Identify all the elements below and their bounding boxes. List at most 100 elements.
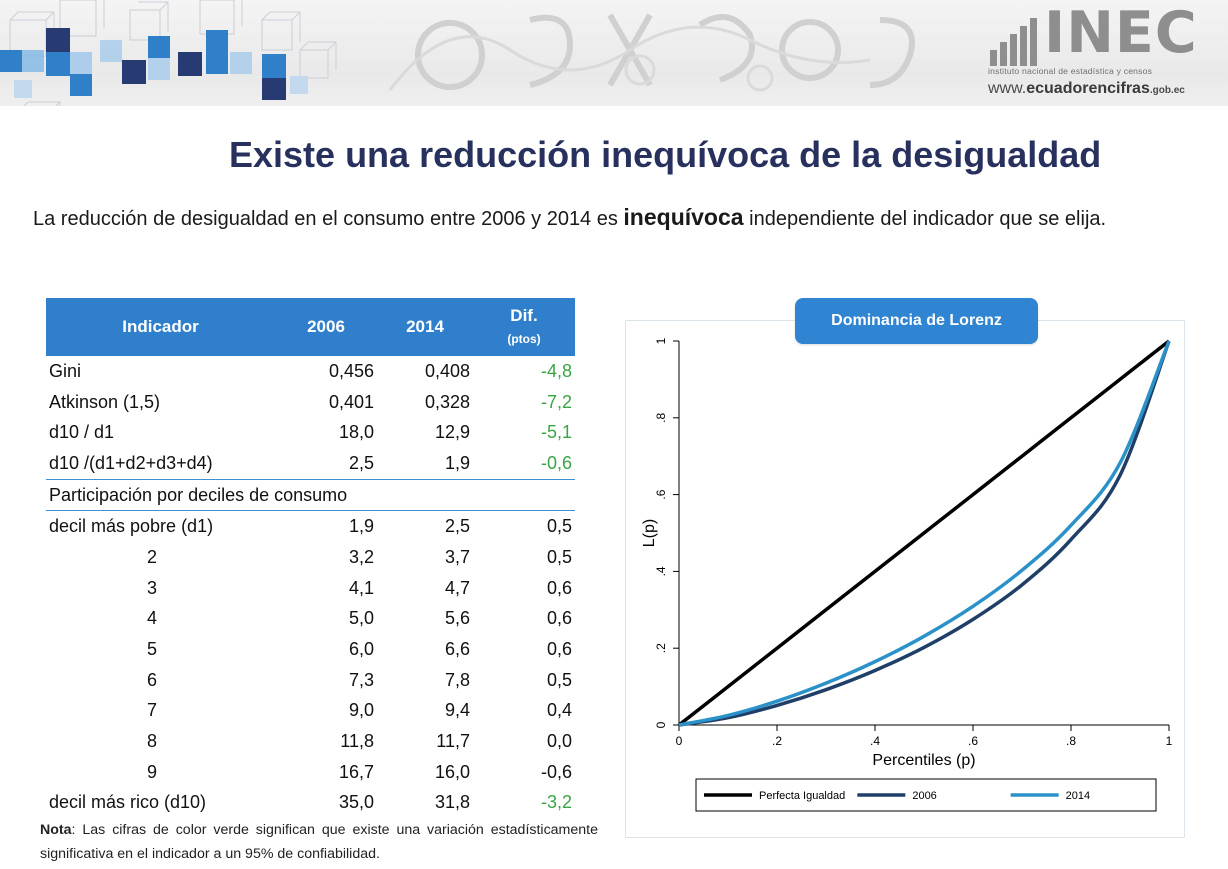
table-row: 4 5,0 5,6 0,6: [46, 604, 575, 635]
legend-label-2: 2014: [1066, 790, 1090, 802]
table-row: decil más rico (d10) 35,0 31,8 -3,2: [46, 788, 575, 819]
table-row: d10 /(d1+d2+d3+d4) 2,5 1,9 -0,6: [46, 448, 575, 480]
header-dif-unit: (ptos): [507, 331, 541, 346]
table-row: 8 11,8 11,7 0,0: [46, 726, 575, 757]
value-dif: 0,6: [546, 639, 572, 660]
row-label: 5: [146, 639, 157, 660]
value-2006: 4,1: [348, 577, 374, 598]
header-dif-label: Dif.: [510, 305, 538, 325]
logo-subtitle: instituto nacional de estadística y cens…: [988, 66, 1153, 76]
value-2006: 6,0: [348, 639, 374, 660]
value-2006: 7,3: [348, 669, 374, 690]
chart-badge: Dominancia de Lorenz: [795, 298, 1038, 344]
value-2014: 6,6: [444, 639, 470, 660]
value-dif: -3,2: [540, 792, 572, 813]
footnote: Nota: Las cifras de color verde signific…: [40, 818, 598, 866]
value-dif: 0,4: [546, 700, 572, 721]
value-dif: 0,6: [546, 577, 572, 598]
y-tick-label: .2: [654, 643, 668, 653]
value-2006: 0,401: [328, 391, 374, 412]
lorenz-chart-svg: 0 .2 .4 .6 .8 1 0 .2 .4 .6 .8 1 Percentiles (p) L(p) P…: [641, 337, 1173, 812]
row-label: 6: [146, 669, 157, 690]
lorenz-chart: 0 .2 .4 .6 .8 1 0 .2 .4 .6 .8 1 Percentiles (p) L(p) P…: [625, 320, 1185, 838]
x-tick-label: .8: [1066, 734, 1076, 748]
value-2014: 1,9: [377, 448, 473, 480]
indicators-table: Indicador 2006 2014 Dif. (ptos) Gini 0,45…: [46, 298, 575, 818]
value-2014: 5,6: [444, 608, 470, 629]
value-2014: 16,0: [434, 761, 470, 782]
header-banner: INEC instituto nacional de estadística y…: [0, 0, 1228, 106]
row-label: Atkinson (1,5): [49, 391, 161, 412]
value-2014: 0,328: [424, 391, 470, 412]
table-row: 2 3,2 3,7 0,5: [46, 542, 575, 573]
x-tick-label: .6: [968, 734, 978, 748]
value-2014: 31,8: [434, 792, 470, 813]
series-line-1: [678, 340, 1171, 727]
value-2014: 12,9: [434, 422, 470, 443]
table-header-row: Indicador 2006 2014 Dif. (ptos): [46, 298, 575, 356]
x-tick-label: .2: [772, 734, 782, 748]
value-dif: -7,2: [540, 391, 572, 412]
table-row: 6 7,3 7,8 0,5: [46, 665, 575, 696]
header-2006: 2006: [275, 298, 377, 356]
value-2006: 1,9: [348, 516, 374, 537]
value-2006: 3,2: [348, 546, 374, 567]
row-label: 8: [146, 731, 157, 752]
page-title: Existe una reducción inequívoca de la de…: [229, 134, 1102, 175]
value-dif: 0,5: [546, 546, 572, 567]
table-row: 3 4,1 4,7 0,6: [46, 573, 575, 604]
note-text: : Las cifras de color verde significan q…: [40, 822, 598, 862]
table-row: 5 6,0 6,6 0,6: [46, 634, 575, 665]
value-dif: 0,6: [546, 608, 572, 629]
url-suffix: .gob.ec: [1149, 85, 1185, 96]
table-section-row: Participación por deciles de consumo: [46, 479, 575, 512]
value-2014: 0,408: [424, 360, 470, 381]
value-2014: 3,7: [444, 546, 470, 567]
header-dif: Dif. (ptos): [473, 298, 575, 356]
x-tick-label: 0: [676, 734, 683, 748]
inec-logo: INEC instituto nacional de estadística y…: [986, 0, 1222, 102]
bar-logo-icon: [990, 18, 1037, 66]
intro-after: independiente del indicador que se elija…: [743, 208, 1107, 230]
table-body: Gini 0,456 0,408 -4,8 Atkinson (1,5) 0,401 0,3…: [46, 356, 575, 818]
legend-label-1: 2006: [912, 790, 936, 802]
url-prefix: www.: [988, 80, 1027, 97]
table-row: Atkinson (1,5) 0,401 0,328 -7,2: [46, 387, 575, 418]
row-label: 3: [146, 577, 157, 598]
row-label: 2: [146, 546, 157, 567]
value-dif: 0,0: [546, 731, 572, 752]
value-2014: 7,8: [444, 669, 470, 690]
table-row: d10 / d1 18,0 12,9 -5,1: [46, 417, 575, 448]
website-url[interactable]: www.ecuadorencifras.gob.ec: [988, 80, 1185, 98]
decorative-numbers: [388, 13, 915, 92]
intro-emphasis: inequívoca: [623, 204, 744, 230]
row-label: Gini: [49, 360, 82, 381]
x-tick-label: 1: [1166, 734, 1173, 748]
value-dif: -0,6: [540, 761, 572, 782]
value-dif: 0,5: [546, 516, 572, 537]
header-2014: 2014: [377, 298, 473, 356]
y-tick-label: .6: [654, 489, 668, 499]
value-2014: 2,5: [444, 516, 470, 537]
value-2006: 0,456: [328, 360, 374, 381]
row-label: 7: [146, 700, 157, 721]
y-tick-label: 1: [654, 337, 668, 344]
logo-text: INEC: [1044, 0, 1198, 66]
url-main: ecuadorencifras: [1026, 80, 1150, 97]
y-axis-label: L(p): [641, 519, 658, 547]
value-2006: 9,0: [348, 700, 374, 721]
value-2014: 11,7: [436, 731, 470, 752]
value-2014: 4,7: [444, 577, 470, 598]
series-line-2: [678, 340, 1171, 727]
decorative-cubes: [0, 0, 337, 106]
x-tick-label: .4: [870, 734, 880, 748]
row-label: decil más pobre (d1): [49, 516, 214, 537]
row-label: 4: [146, 608, 157, 629]
value-dif: -5,1: [540, 422, 572, 443]
value-dif: -0,6: [473, 448, 575, 480]
value-dif: 0,5: [546, 669, 572, 690]
y-tick-label: .4: [654, 566, 668, 576]
y-tick-label: 0: [654, 721, 668, 728]
header-indicador: Indicador: [46, 298, 275, 356]
value-2006: 16,7: [338, 761, 374, 782]
